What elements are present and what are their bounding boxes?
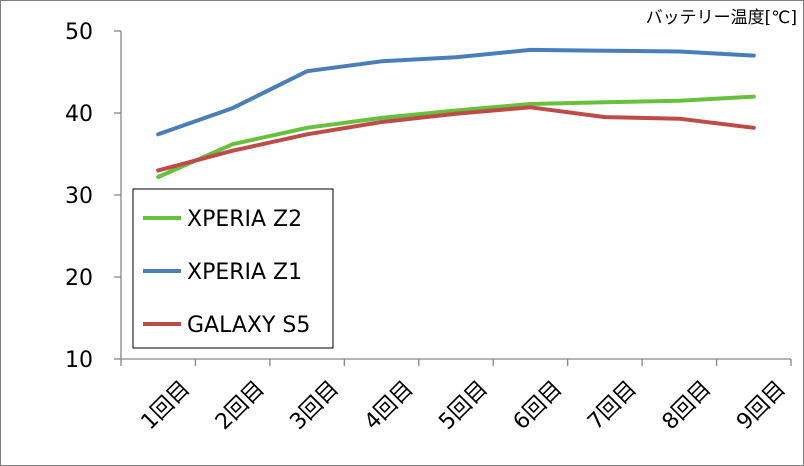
y-tick-label: 10 — [65, 348, 93, 373]
x-tick-label: 4回目 — [360, 376, 419, 435]
y-tick-label: 20 — [65, 266, 93, 291]
x-tick-label: 2回目 — [211, 376, 270, 435]
legend: XPERIA Z2 XPERIA Z1 GALAXY S5 — [132, 188, 334, 349]
legend-box — [132, 188, 334, 349]
x-tick-label: 7回目 — [583, 376, 642, 435]
x-tick-label: 3回目 — [285, 376, 344, 435]
legend-label: GALAXY S5 — [187, 313, 310, 338]
legend-label: XPERIA Z1 — [187, 260, 302, 285]
x-tick-label: 1回目 — [137, 376, 196, 435]
series-line-xperia-z2 — [156, 94, 756, 179]
y-tick-label: 40 — [65, 102, 93, 127]
y-axis-unit-label: バッテリー温度[℃] — [646, 8, 797, 28]
legend-label: XPERIA Z2 — [187, 207, 302, 232]
series-line-galaxy-s5 — [156, 105, 756, 173]
x-tick-label: 8回目 — [658, 376, 717, 435]
series-line-xperia-z1 — [156, 47, 756, 137]
x-tick-label: 6回目 — [509, 376, 568, 435]
x-tick-label: 5回目 — [434, 376, 493, 435]
y-tick-label: 50 — [65, 20, 93, 45]
x-tick-label: 9回目 — [732, 376, 791, 435]
y-tick-label: 30 — [65, 184, 93, 209]
